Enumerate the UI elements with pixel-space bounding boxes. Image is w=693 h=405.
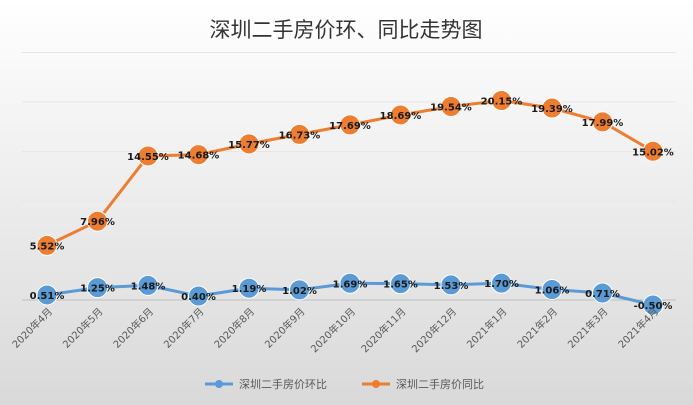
data-label: 16.73% bbox=[279, 130, 321, 141]
data-label: 1.70% bbox=[484, 279, 519, 290]
data-label: -0.50% bbox=[634, 301, 673, 312]
data-label: 14.55% bbox=[127, 152, 169, 163]
data-label: 1.48% bbox=[131, 281, 166, 292]
data-point-1-3 bbox=[137, 274, 159, 296]
data-point-2-11 bbox=[541, 97, 563, 119]
data-label: 17.69% bbox=[329, 121, 371, 132]
series-lines bbox=[36, 90, 664, 316]
data-label: 0.40% bbox=[181, 292, 216, 303]
data-point-2-3 bbox=[137, 145, 159, 167]
data-point-1-4 bbox=[188, 285, 209, 307]
data-label: 1.02% bbox=[282, 286, 317, 297]
data-point-1-9 bbox=[440, 274, 462, 296]
data-point-2-4 bbox=[188, 144, 209, 166]
data-label: 0.71% bbox=[585, 289, 620, 300]
data-label: 20.15% bbox=[481, 97, 523, 108]
data-label: 7.96% bbox=[80, 217, 115, 228]
data-point-1-10 bbox=[491, 272, 512, 294]
legend-label-2: 深圳二手房价同比 bbox=[396, 377, 484, 391]
chart-title: 深圳二手房价环、同比走势图 bbox=[210, 18, 483, 42]
data-point-2-2 bbox=[87, 210, 108, 232]
data-point-1-13 bbox=[642, 294, 664, 316]
data-point-1-8 bbox=[390, 273, 411, 295]
data-point-1-12 bbox=[592, 282, 613, 304]
data-label: 19.54% bbox=[430, 103, 472, 114]
legend-marker-1 bbox=[215, 380, 223, 388]
data-point-1-6 bbox=[289, 279, 310, 301]
data-label: 1.53% bbox=[434, 281, 469, 292]
data-point-2-8 bbox=[390, 104, 411, 126]
data-point-2-5 bbox=[238, 133, 260, 155]
data-label: 1.06% bbox=[535, 286, 570, 297]
data-label: 18.69% bbox=[380, 111, 422, 122]
data-label: 1.25% bbox=[80, 284, 115, 295]
data-point-1-11 bbox=[541, 279, 563, 301]
data-point-2-1 bbox=[36, 234, 58, 256]
data-labels: 0.51% 1.25% 1.48% 0.40% 1.19% 1.02% 1.69% 1.65%… bbox=[30, 97, 674, 312]
data-label: 15.02% bbox=[632, 147, 674, 158]
data-point-2-12 bbox=[592, 111, 613, 133]
data-point-2-13 bbox=[642, 140, 664, 162]
legend: 深圳二手房价环比 深圳二手房价同比 bbox=[205, 377, 484, 391]
data-label: 14.68% bbox=[178, 151, 220, 162]
data-label: 17.99% bbox=[582, 118, 624, 129]
data-point-1-2 bbox=[87, 277, 108, 299]
legend-label-1: 深圳二手房价环比 bbox=[239, 377, 327, 391]
data-label: 5.52% bbox=[30, 241, 65, 252]
data-point-2-9 bbox=[440, 96, 462, 118]
data-label: 1.19% bbox=[232, 284, 267, 295]
data-label: 19.39% bbox=[531, 104, 573, 115]
data-point-1-5 bbox=[238, 277, 260, 299]
legend-marker-2 bbox=[372, 380, 380, 388]
data-point-2-10 bbox=[491, 90, 512, 112]
data-point-2-6 bbox=[289, 123, 310, 145]
gridlines bbox=[22, 52, 676, 301]
data-label: 1.65% bbox=[383, 280, 418, 291]
data-point-1-1 bbox=[36, 284, 58, 306]
data-label: 1.69% bbox=[333, 279, 368, 290]
data-label: 15.77% bbox=[228, 140, 270, 151]
data-point-2-7 bbox=[339, 114, 361, 136]
data-point-1-7 bbox=[339, 272, 361, 294]
data-label: 0.51% bbox=[30, 291, 65, 302]
